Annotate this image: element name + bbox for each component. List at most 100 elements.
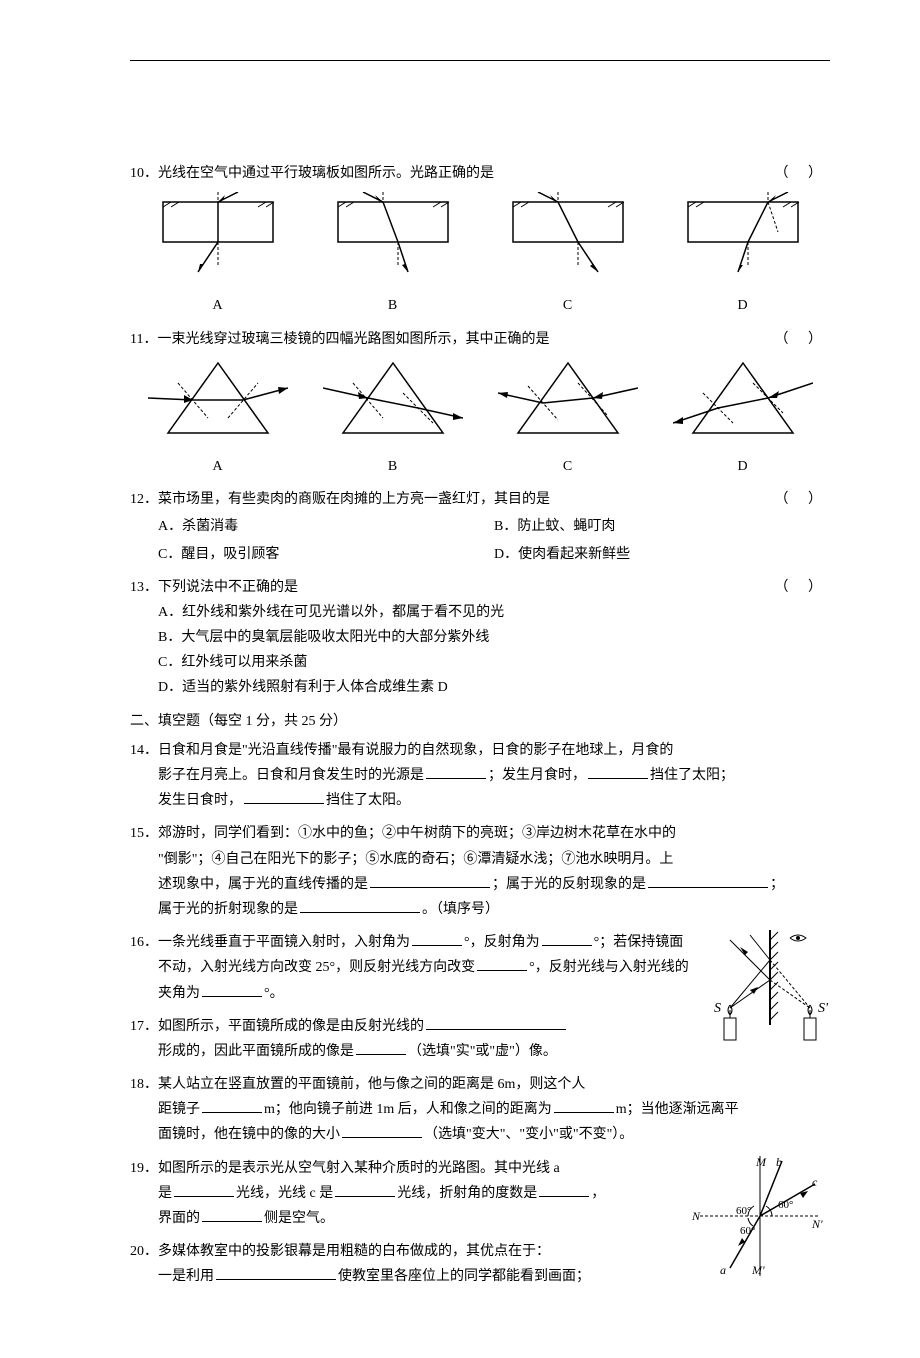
- svg-text:M: M: [755, 1156, 767, 1169]
- q10-diagram-c: C: [503, 192, 633, 318]
- header-rule: [130, 60, 830, 61]
- q11-diagram-d: D: [673, 358, 813, 479]
- mirror-candle-diagram: S S': [710, 930, 830, 1050]
- q14-text3a: 发生日食时，: [158, 793, 242, 808]
- q20-number: 20．: [130, 1244, 158, 1259]
- blank: [554, 1099, 614, 1113]
- q13-stem-line: 13．下列说法中不正确的是 （ ）: [130, 575, 830, 600]
- q16-text2a: 不动，入射光线方向改变 25°，则反射光线方向改变: [158, 960, 475, 975]
- question-12: 12．菜市场里，有些卖肉的商贩在肉摊的上方亮一盏红灯，其目的是 （ ） A．杀菌…: [130, 487, 830, 567]
- q20-text1: 多媒体教室中的投影银幕是用粗糙的白布做成的，其优点在于：: [158, 1244, 550, 1259]
- svg-text:b: b: [776, 1156, 782, 1169]
- glass-slab-diagram-a: [153, 192, 283, 282]
- q15-text1: 郊游时，同学们看到：①水中的鱼；②中午树荫下的亮斑；③岸边树木花草在水中的: [158, 826, 676, 841]
- refraction-diagram: M M' N N' a b c 60° 60° 60°: [690, 1156, 830, 1276]
- svg-text:c: c: [812, 1175, 818, 1189]
- prism-diagram-d: [673, 358, 813, 443]
- q13-text: 下列说法中不正确的是: [158, 580, 298, 595]
- q11-text: 一束光线穿过玻璃三棱镜的四幅光路图如图所示，其中正确的是: [157, 332, 549, 347]
- sprime-label: S': [818, 1001, 829, 1016]
- q10-stem: 10．光线在空气中通过平行玻璃板如图所示。光路正确的是: [130, 161, 755, 186]
- prism-diagram-b: [323, 358, 463, 443]
- q14-text1: 日食和月食是"光沿直线传播"最有说服力的自然现象，日食的影子在地球上，月食的: [158, 743, 673, 758]
- q13-opt-a: A．红外线和紫外线在可见光谱以外，都属于看不见的光: [130, 600, 830, 625]
- blank: [539, 1183, 589, 1197]
- blank: [335, 1183, 395, 1197]
- q14-text2a: 影子在月亮上。日食和月食发生时的光源是: [158, 768, 424, 783]
- q16-text1b: °，反射角为: [464, 935, 540, 950]
- question-18: 18．某人站立在竖直放置的平面镜前，他与像之间的距离是 6m，则这个人 距镜子 m…: [130, 1072, 830, 1148]
- q12-number: 12．: [130, 492, 158, 507]
- answer-paren: （ ）: [775, 161, 831, 186]
- q12-opt-d: D．使肉看起来新鲜些: [494, 542, 830, 567]
- q16-text3b: °。: [264, 986, 284, 1001]
- glass-slab-diagram-b: [328, 192, 458, 282]
- q14-line1: 14．日食和月食是"光沿直线传播"最有说服力的自然现象，日食的影子在地球上，月食…: [130, 738, 830, 763]
- blank: [202, 1099, 262, 1113]
- blank: [648, 874, 768, 888]
- q20-text2b: 使教室里各座位上的同学都能看到画面；: [338, 1269, 590, 1284]
- q17-text2b: （选填"实"或"虚"）像。: [408, 1044, 557, 1059]
- blank: [412, 932, 462, 946]
- q19-text2d: ，: [591, 1186, 605, 1201]
- blank: [356, 1041, 406, 1055]
- q18-text2a: 距镜子: [158, 1102, 200, 1117]
- q18-text2b: m；他向镜子前进 1m 后，人和像之间的距离为: [264, 1102, 552, 1117]
- q15-text3a: 述现象中，属于光的直线传播的是: [158, 877, 368, 892]
- q18-line3: 面镜时，他在镜中的像的大小（选填"变大"、"变小"或"不变"）。: [130, 1122, 830, 1147]
- blank: [300, 899, 420, 913]
- q10-label-c: C: [503, 293, 633, 318]
- question-11: 11．一束光线穿过玻璃三棱镜的四幅光路图如图所示，其中正确的是 （ ） A: [130, 327, 830, 480]
- q10-diagrams: A B: [130, 192, 830, 318]
- q18-line1: 18．某人站立在竖直放置的平面镜前，他与像之间的距离是 6m，则这个人: [130, 1072, 830, 1097]
- q10-diagram-a: A: [153, 192, 283, 318]
- answer-paren: （ ）: [775, 575, 831, 600]
- q19-text1: 如图所示的是表示光从空气射入某种介质时的光路图。其中光线 a: [158, 1161, 560, 1176]
- q12-opt-c: C．醒目，吸引顾客: [158, 542, 494, 567]
- q19-text3a: 界面的: [158, 1211, 200, 1226]
- q15-line4: 属于光的折射现象的是。（填序号）: [130, 897, 830, 922]
- q11-label-a: A: [148, 454, 288, 479]
- q13-opt-b: B．大气层中的臭氧层能吸收太阳光中的大部分紫外线: [130, 625, 830, 650]
- question-10: 10．光线在空气中通过平行玻璃板如图所示。光路正确的是 （ ） A: [130, 161, 830, 319]
- q15-line2: "倒影"；④自己在阳光下的影子；⑤水底的奇石；⑥潭清疑水浅；⑦池水映明月。上: [130, 847, 830, 872]
- q11-diagram-b: B: [323, 358, 463, 479]
- answer-paren: （ ）: [775, 487, 831, 512]
- q16-text1a: 一条光线垂直于平面镜入射时，入射角为: [158, 935, 410, 950]
- svg-text:N': N': [811, 1217, 823, 1231]
- q19-text3b: 侧是空气。: [264, 1211, 334, 1226]
- blank: [202, 983, 262, 997]
- q15-number: 15．: [130, 826, 158, 841]
- q12-opt-b: B．防止蚊、蝇叮肉: [494, 514, 830, 539]
- q19-text2a: 是: [158, 1186, 172, 1201]
- blank: [588, 765, 648, 779]
- q16-17-wrapper: S S' 16．一条光线垂直于平面镜入射时，入射角为°，反射角为°；若保持镜面 …: [130, 930, 830, 1072]
- q11-label-b: B: [323, 454, 463, 479]
- blank: [342, 1124, 422, 1138]
- q12-text: 菜市场里，有些卖肉的商贩在肉摊的上方亮一盏红灯，其目的是: [158, 492, 550, 507]
- q19-text2c: 光线，折射角的度数是: [397, 1186, 537, 1201]
- glass-slab-diagram-d: [678, 192, 808, 282]
- blank: [426, 765, 486, 779]
- q19-text2b: 光线，光线 c 是: [236, 1186, 333, 1201]
- prism-diagram-c: [498, 358, 638, 443]
- prism-diagram-a: [148, 358, 288, 443]
- q13-opt-c: C．红外线可以用来杀菌: [130, 650, 830, 675]
- q14-number: 14．: [130, 743, 158, 758]
- q10-stem-line: 10．光线在空气中通过平行玻璃板如图所示。光路正确的是 （ ）: [130, 161, 830, 186]
- blank: [216, 1266, 336, 1280]
- q14-text3b: 挡住了太阳。: [326, 793, 410, 808]
- q17-text2a: 形成的，因此平面镜所成的像是: [158, 1044, 354, 1059]
- q14-text2c: 挡住了太阳；: [650, 768, 734, 783]
- q11-stem: 11．一束光线穿过玻璃三棱镜的四幅光路图如图所示，其中正确的是: [130, 327, 755, 352]
- q17-text1: 如图所示，平面镜所成的像是由反射光线的: [158, 1019, 424, 1034]
- q15-text4b: 。（填序号）: [422, 902, 499, 917]
- q10-text: 光线在空气中通过平行玻璃板如图所示。光路正确的是: [158, 166, 494, 181]
- q18-text1: 某人站立在竖直放置的平面镜前，他与像之间的距离是 6m，则这个人: [158, 1077, 585, 1092]
- q13-stem: 13．下列说法中不正确的是: [130, 575, 755, 600]
- q16-text1c: °；若保持镜面: [594, 935, 684, 950]
- q12-stem-line: 12．菜市场里，有些卖肉的商贩在肉摊的上方亮一盏红灯，其目的是 （ ）: [130, 487, 830, 512]
- q16-text2b: °，反射光线与入射光线的: [529, 960, 689, 975]
- svg-text:60°: 60°: [740, 1225, 755, 1237]
- q19-wrapper: M M' N N' a b c 60° 60° 60° 19．如图所示的是表示光…: [130, 1156, 830, 1298]
